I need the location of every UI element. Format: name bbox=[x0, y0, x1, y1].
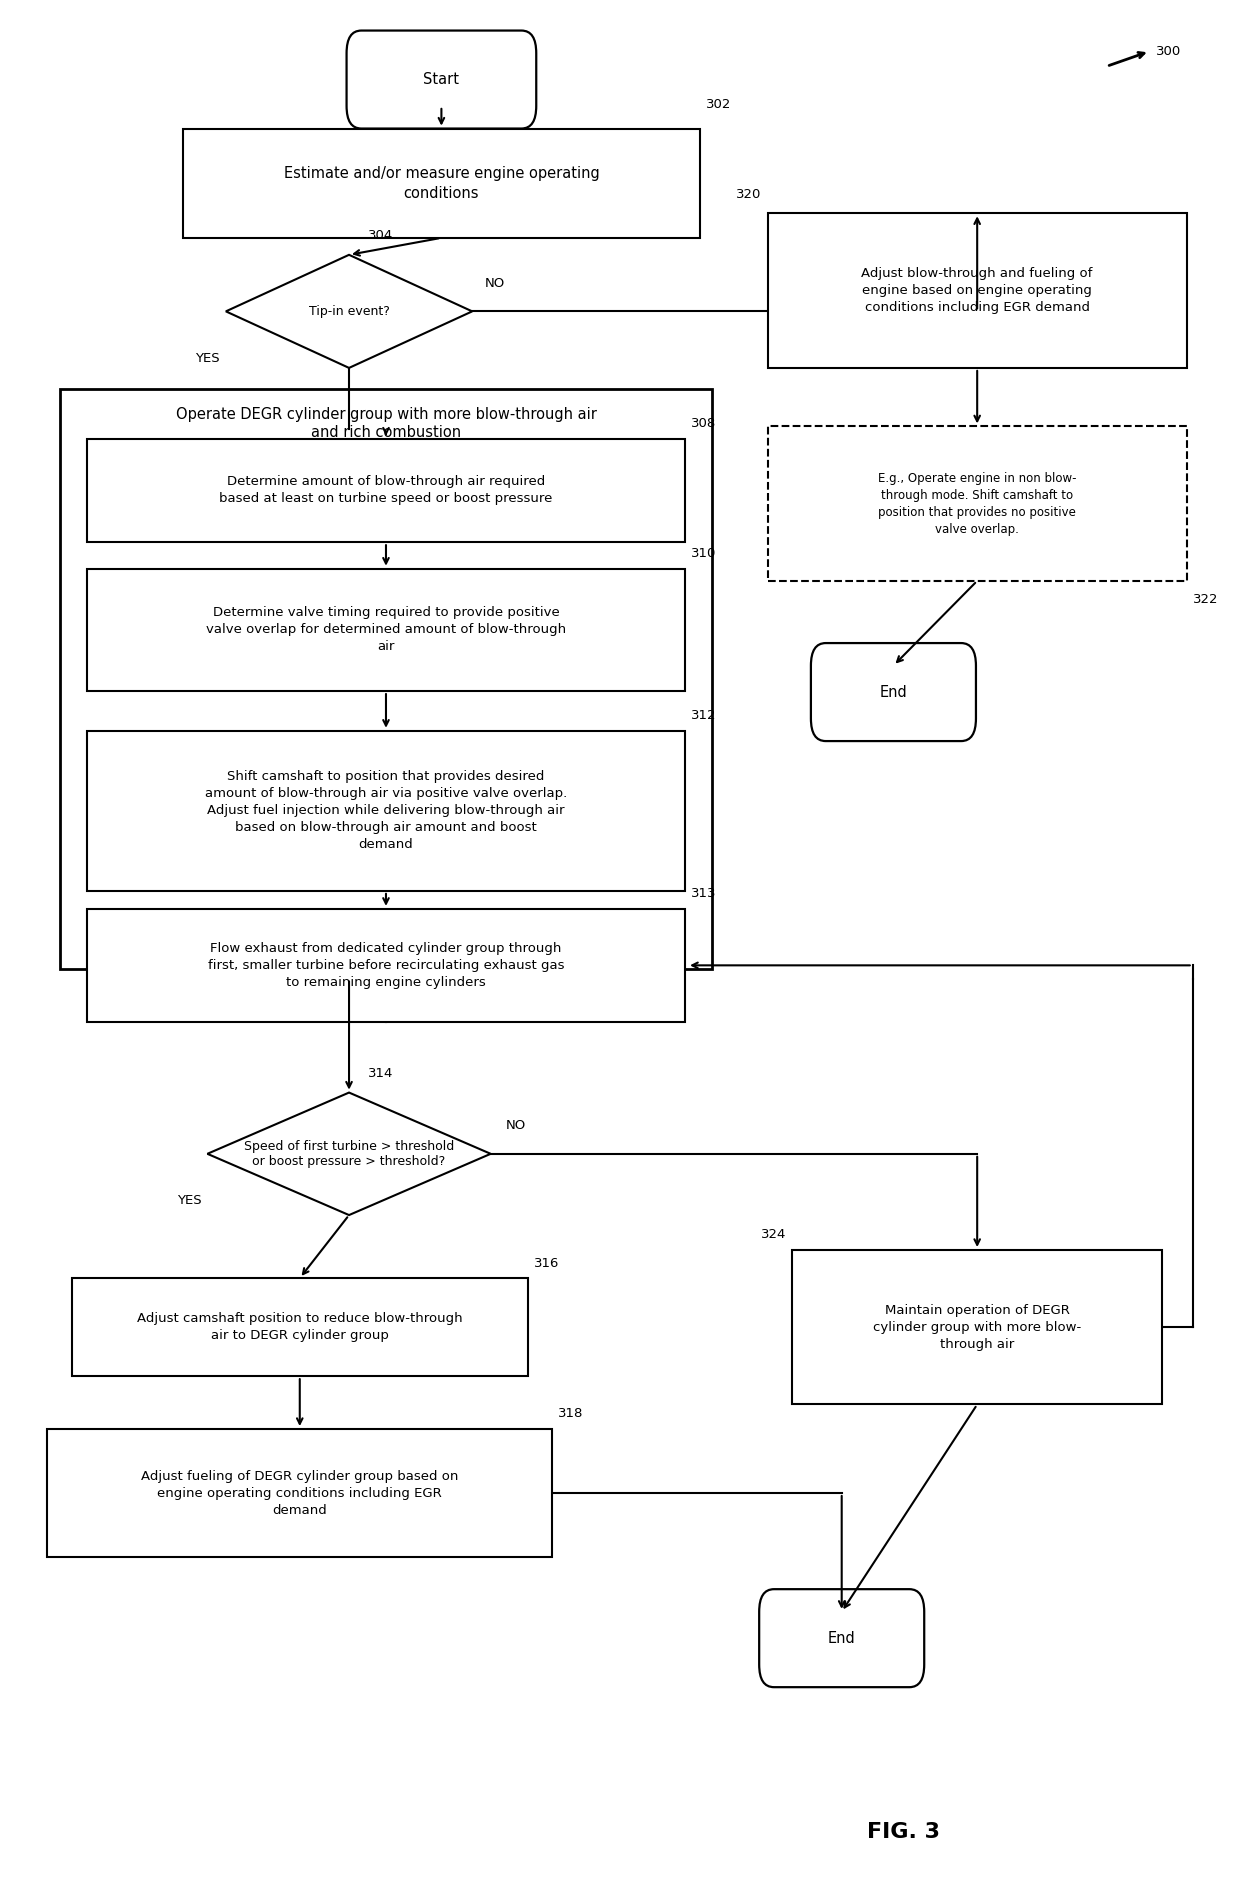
FancyBboxPatch shape bbox=[759, 1588, 924, 1687]
Text: Flow exhaust from dedicated cylinder group through
first, smaller turbine before: Flow exhaust from dedicated cylinder gro… bbox=[208, 943, 564, 988]
Text: End: End bbox=[879, 685, 908, 700]
Text: Estimate and/or measure engine operating
conditions: Estimate and/or measure engine operating… bbox=[284, 167, 599, 201]
Text: Start: Start bbox=[423, 72, 459, 87]
Bar bbox=[72, 1278, 528, 1376]
Text: 322: 322 bbox=[1193, 593, 1218, 606]
Text: 312: 312 bbox=[691, 710, 717, 721]
Bar bbox=[182, 129, 701, 239]
FancyBboxPatch shape bbox=[811, 644, 976, 740]
Text: NO: NO bbox=[506, 1119, 526, 1132]
Text: YES: YES bbox=[195, 352, 219, 365]
Text: 310: 310 bbox=[691, 547, 717, 560]
Bar bbox=[87, 439, 684, 541]
Text: Adjust camshaft position to reduce blow-through
air to DEGR cylinder group: Adjust camshaft position to reduce blow-… bbox=[136, 1312, 463, 1342]
Text: 308: 308 bbox=[691, 416, 715, 430]
FancyBboxPatch shape bbox=[346, 30, 536, 129]
Text: Adjust blow-through and fueling of
engine based on engine operating
conditions i: Adjust blow-through and fueling of engin… bbox=[862, 267, 1092, 314]
Text: 302: 302 bbox=[707, 98, 732, 110]
Text: 304: 304 bbox=[367, 229, 393, 242]
Text: Operate DEGR cylinder group with more blow-through air
and rich combustion: Operate DEGR cylinder group with more bl… bbox=[176, 407, 596, 439]
Text: 324: 324 bbox=[761, 1229, 786, 1242]
Bar bbox=[87, 909, 684, 1022]
Text: Shift camshaft to position that provides desired
amount of blow-through air via : Shift camshaft to position that provides… bbox=[205, 770, 567, 852]
Text: 313: 313 bbox=[691, 888, 717, 901]
Bar bbox=[87, 731, 684, 892]
Bar bbox=[60, 388, 712, 969]
Text: Adjust fueling of DEGR cylinder group based on
engine operating conditions inclu: Adjust fueling of DEGR cylinder group ba… bbox=[141, 1469, 459, 1516]
Text: E.g., Operate engine in non blow-
through mode. Shift camshaft to
position that : E.g., Operate engine in non blow- throug… bbox=[878, 471, 1076, 536]
Text: FIG. 3: FIG. 3 bbox=[867, 1823, 940, 1842]
Text: End: End bbox=[828, 1630, 856, 1645]
Text: 316: 316 bbox=[533, 1257, 559, 1270]
Text: YES: YES bbox=[176, 1194, 201, 1208]
Text: 314: 314 bbox=[367, 1068, 393, 1081]
Bar bbox=[792, 1249, 1162, 1405]
Text: 320: 320 bbox=[737, 187, 761, 201]
Text: Determine valve timing required to provide positive
valve overlap for determined: Determine valve timing required to provi… bbox=[206, 606, 565, 653]
Polygon shape bbox=[207, 1092, 491, 1215]
Text: NO: NO bbox=[485, 276, 505, 290]
Text: Speed of first turbine > threshold
or boost pressure > threshold?: Speed of first turbine > threshold or bo… bbox=[244, 1140, 454, 1168]
Text: Maintain operation of DEGR
cylinder group with more blow-
through air: Maintain operation of DEGR cylinder grou… bbox=[873, 1304, 1081, 1352]
Text: Determine amount of blow-through air required
based at least on turbine speed or: Determine amount of blow-through air req… bbox=[219, 475, 553, 505]
Bar bbox=[87, 568, 684, 691]
Bar bbox=[768, 214, 1187, 367]
Text: Tip-in event?: Tip-in event? bbox=[309, 305, 389, 318]
Bar bbox=[47, 1429, 552, 1558]
Bar bbox=[768, 426, 1187, 581]
Polygon shape bbox=[226, 256, 472, 367]
Text: 300: 300 bbox=[1156, 45, 1180, 59]
Text: 318: 318 bbox=[558, 1406, 584, 1420]
